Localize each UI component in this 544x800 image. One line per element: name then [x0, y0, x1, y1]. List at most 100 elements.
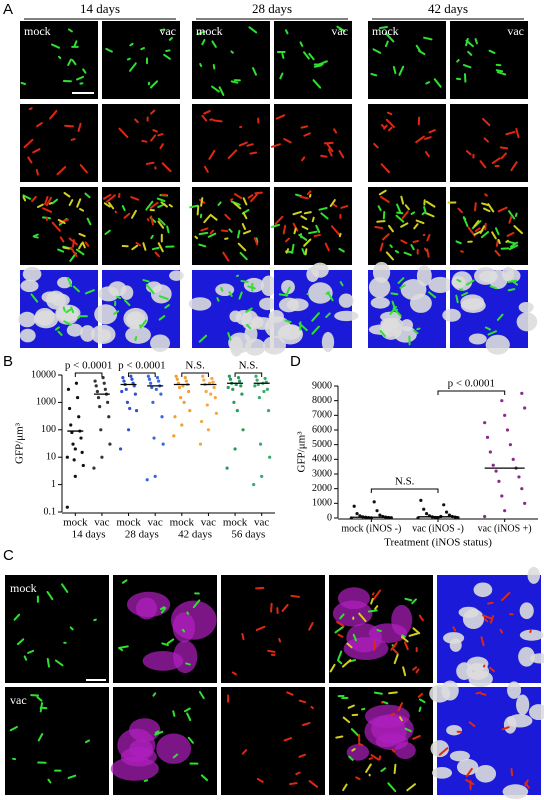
bacterium [194, 235, 199, 240]
bacterium [289, 782, 298, 786]
bacterium [172, 753, 179, 759]
bacterium [230, 80, 239, 84]
nucleus [311, 262, 329, 278]
bacterium [308, 780, 319, 788]
bacterium [373, 589, 382, 600]
nucleus [125, 326, 151, 344]
bacterium [57, 248, 65, 253]
bacterium [35, 169, 39, 176]
bacterium [200, 774, 209, 782]
bacterium [399, 284, 406, 289]
data-point [80, 450, 84, 454]
bacterium [129, 62, 137, 72]
bacterium [295, 771, 301, 776]
data-point [214, 411, 219, 415]
bacterium [131, 244, 139, 251]
bacterium [67, 58, 72, 66]
bacterium [253, 237, 259, 246]
stain [394, 741, 416, 759]
panel-letter: B [3, 353, 13, 370]
bacterium [313, 64, 323, 68]
bacterium [379, 242, 384, 252]
data-point [174, 374, 178, 378]
data-point [96, 395, 101, 400]
micrograph [20, 187, 98, 265]
bacterium [509, 241, 519, 248]
bacterium [200, 197, 204, 207]
data-point [103, 387, 107, 391]
y-tick-label: 1 [51, 479, 56, 490]
bacterium [413, 329, 419, 335]
data-point [73, 474, 77, 478]
data-point [268, 455, 272, 459]
panel-letter: A [3, 1, 13, 18]
bacterium [389, 244, 393, 248]
y-tick-label: 6000 [312, 424, 332, 435]
nucleus [262, 336, 286, 355]
bacterium [333, 128, 338, 134]
stain [129, 739, 153, 758]
bacterium [298, 699, 307, 704]
bacterium [189, 204, 199, 209]
data-point [187, 389, 191, 394]
bacterium [398, 716, 403, 722]
bacterium [401, 634, 406, 638]
nucleus [229, 336, 243, 357]
nucleus [460, 298, 486, 313]
bacterium [391, 749, 396, 753]
bacterium [267, 649, 276, 653]
nucleus [334, 310, 359, 322]
condition-label: vac [159, 24, 176, 38]
data-point [252, 483, 256, 487]
nucleus [368, 276, 391, 298]
bacterium [403, 641, 409, 651]
data-point [227, 374, 231, 378]
bacterium [412, 240, 420, 243]
bacterium [93, 618, 97, 622]
y-tick-label: 4000 [312, 454, 332, 465]
bacterium [241, 749, 248, 755]
micrograph [368, 104, 446, 182]
bacterium [324, 242, 330, 252]
bacterium [495, 69, 504, 73]
data-point [102, 381, 106, 385]
nucleus [519, 602, 534, 620]
bacterium [126, 57, 131, 61]
bacterium [81, 241, 86, 249]
nucleus [458, 606, 479, 618]
bacterium [491, 231, 497, 240]
bacterium [145, 161, 155, 165]
nucleus [507, 714, 533, 728]
bacterium [417, 49, 426, 56]
x-tick-label: vac [94, 517, 109, 529]
data-point [231, 387, 235, 391]
bacterium [455, 240, 462, 245]
bacterium [497, 206, 508, 213]
bacterium [410, 244, 415, 251]
bacterium [301, 225, 309, 230]
bacterium [22, 194, 32, 200]
nucleus [368, 324, 393, 335]
bacterium [387, 782, 397, 793]
data-point [266, 409, 271, 413]
nucleus [446, 724, 463, 736]
bacterium [84, 739, 91, 744]
data-point [161, 442, 165, 446]
data-point [419, 498, 423, 502]
nucleus [527, 566, 541, 584]
bacterium [473, 229, 484, 236]
data-point [65, 455, 69, 459]
bacterium [475, 691, 482, 695]
bacterium [48, 201, 53, 205]
bacterium [134, 118, 139, 124]
annotation: N.S. [239, 360, 259, 372]
nucleus [229, 310, 242, 323]
nucleus [518, 646, 535, 667]
bacterium [121, 205, 126, 212]
bacterium [380, 124, 386, 129]
bacterium [425, 81, 431, 85]
bacterium [203, 110, 211, 115]
bacterium [118, 646, 124, 652]
bacterium [220, 286, 224, 292]
bacterium [154, 730, 164, 736]
